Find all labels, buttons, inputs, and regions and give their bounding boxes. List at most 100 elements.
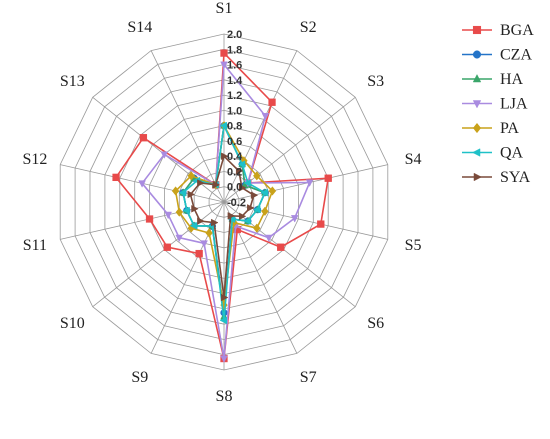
tick-label: -0.2: [227, 197, 246, 209]
data-point-bga: [195, 249, 203, 258]
data-point-pa: [187, 171, 195, 181]
legend-label: HA: [500, 71, 524, 88]
grid-spoke: [92, 96, 225, 203]
axis-label-s5: S5: [405, 237, 422, 254]
legend-label: PA: [500, 120, 519, 137]
data-point-lja: [220, 355, 228, 364]
legend-marker: [472, 74, 482, 83]
data-point-pa: [205, 228, 213, 238]
legend-marker: [472, 100, 482, 109]
data-point-qa: [219, 316, 227, 325]
grid-spoke: [223, 201, 356, 308]
tick-label: 1.4: [227, 75, 243, 87]
tick-label: 1.0: [227, 105, 242, 117]
data-point-sya: [238, 212, 247, 221]
axis-labels: S1 S2 S3 S4 S5 S6 S7 S8 S9 S10 S11 S12 S13 S14: [22, 0, 421, 405]
data-point-sya: [191, 204, 199, 213]
axis-label-s13: S13: [60, 73, 85, 90]
data-point-bga: [277, 243, 285, 251]
data-point-qa: [253, 205, 261, 214]
data-point-sya: [211, 218, 219, 227]
tick-label: 0.6: [227, 136, 242, 148]
legend-label: SYA: [500, 169, 531, 186]
data-point-lja: [220, 61, 228, 70]
data-point-pa: [171, 186, 180, 196]
data-point-sya: [221, 293, 229, 302]
tick-label: 1.2: [227, 90, 242, 102]
data-point-pa: [268, 186, 277, 196]
data-point-sya: [238, 183, 247, 192]
data-point-lja: [200, 240, 208, 248]
data-point-sya: [250, 191, 259, 200]
legend-item-qa: QA: [462, 145, 524, 162]
legend-marker: [473, 172, 482, 182]
series-sya: [187, 152, 259, 302]
data-point-sya: [197, 179, 205, 187]
data-point-bga: [145, 215, 154, 223]
legend-item-cza: CZA: [462, 47, 532, 64]
tick-label: 0.4: [227, 151, 243, 163]
tick-labels: -0.2 0.0 0.2 0.4 0.6 0.8 1.0 1.2 1.4 1.6 1.8 2.0: [227, 29, 246, 209]
legend-item-pa: PA: [462, 120, 519, 137]
data-point-qa: [243, 179, 251, 187]
axis-label-s7: S7: [300, 369, 317, 386]
axis-label-s3: S3: [367, 73, 384, 90]
legend-item-ha: HA: [462, 71, 524, 88]
data-point-sya: [197, 217, 205, 225]
legend-item-bga: BGA: [462, 22, 534, 39]
tick-label: 0.8: [227, 121, 242, 133]
data-point-sya: [212, 180, 221, 189]
axis-label-s8: S8: [216, 388, 233, 405]
tick-label: 2.0: [227, 29, 242, 41]
data-point-lja: [138, 180, 146, 188]
legend-item-lja: LJA: [462, 96, 528, 113]
data-point-bga: [317, 220, 325, 228]
data-point-qa: [219, 121, 227, 130]
data-point-bga: [220, 49, 228, 57]
tick-label: 1.8: [227, 44, 242, 56]
series-qa: [178, 121, 268, 325]
data-point-qa: [178, 188, 187, 197]
data-point-lja: [160, 151, 169, 159]
axis-label-s14: S14: [127, 19, 152, 36]
data-point-qa: [237, 160, 246, 169]
legend-marker: [472, 25, 482, 35]
data-point-lja: [261, 113, 270, 121]
series-lja: [138, 61, 314, 364]
data-point-sya: [221, 152, 229, 161]
series-layer: [112, 49, 332, 364]
axis-label-s11: S11: [23, 237, 47, 254]
legend-marker: [472, 148, 481, 157]
tick-label: 0.2: [227, 167, 242, 179]
data-point-bga: [324, 174, 332, 182]
data-point-sya: [247, 204, 255, 212]
legend-label: QA: [500, 145, 524, 162]
axis-label-s2: S2: [300, 19, 317, 36]
legend-label: CZA: [500, 47, 532, 64]
data-point-qa: [182, 206, 190, 215]
grid-spoke: [92, 201, 225, 308]
data-point-bga: [139, 134, 148, 142]
axis-label-s9: S9: [131, 369, 148, 386]
data-point-bga: [163, 243, 171, 251]
axis-label-s6: S6: [367, 315, 384, 332]
legend-marker: [472, 122, 482, 134]
data-point-qa: [260, 188, 268, 197]
legend-marker: [472, 50, 482, 59]
data-point-lja: [164, 211, 173, 220]
data-point-lja: [305, 179, 314, 187]
data-point-sya: [227, 211, 236, 220]
legend-label: LJA: [500, 96, 528, 113]
data-point-pa: [253, 223, 261, 233]
data-point-qa: [243, 217, 251, 225]
data-point-pa: [261, 206, 269, 217]
data-point-lja: [290, 215, 299, 223]
axis-label-s1: S1: [216, 0, 233, 17]
grid-spoke: [150, 50, 225, 203]
radar-grid: [59, 33, 389, 371]
legend: BGA CZA HA LJA PA QA SYA: [462, 22, 534, 186]
data-point-qa: [189, 221, 198, 230]
axis-label-s12: S12: [22, 151, 47, 168]
legend-label: BGA: [500, 22, 534, 39]
data-point-sya: [235, 167, 244, 175]
